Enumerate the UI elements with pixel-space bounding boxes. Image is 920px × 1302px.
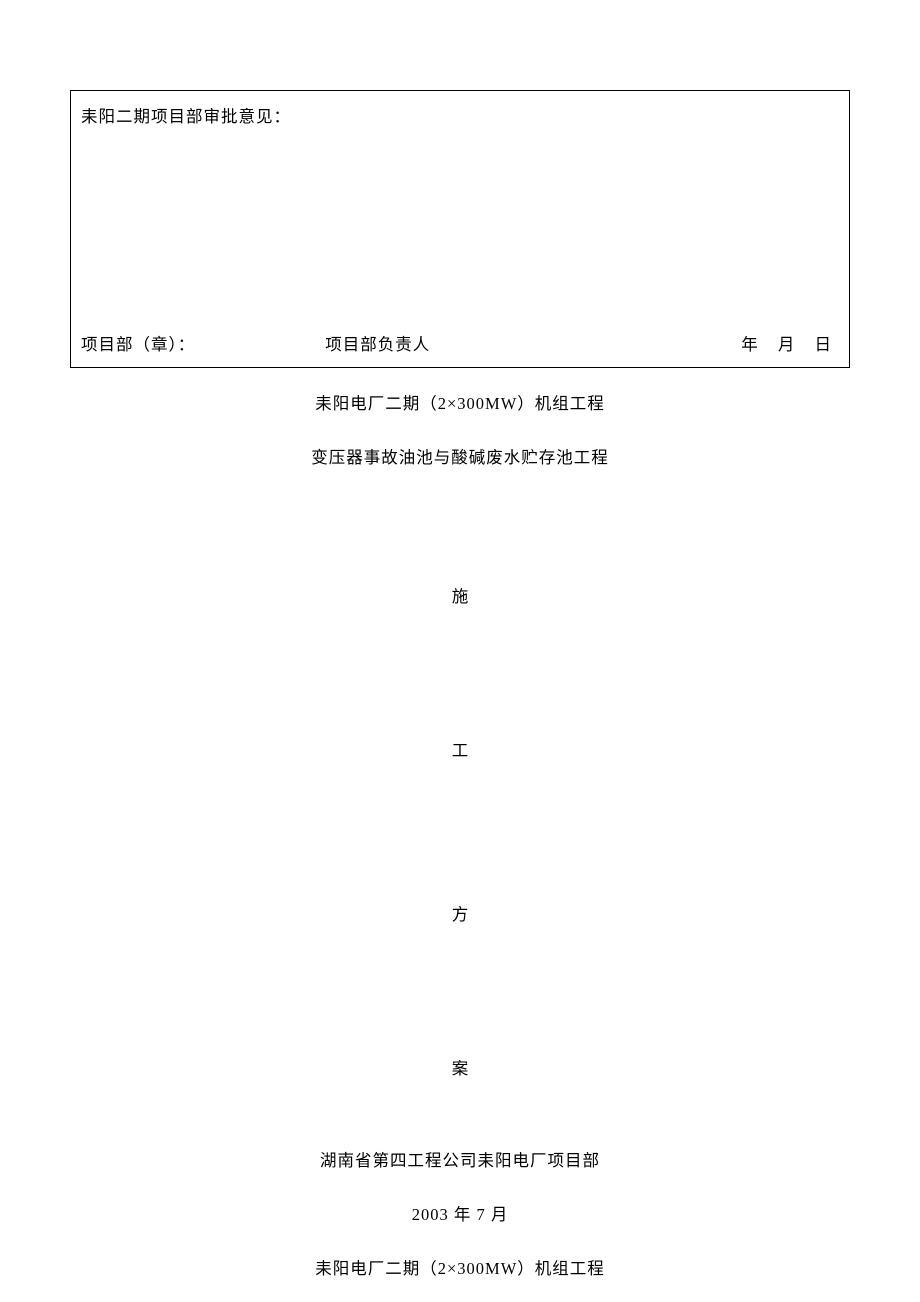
day-label: 日	[815, 335, 832, 354]
year-label: 年	[741, 335, 758, 354]
approval-footer: 项目部（章）： 项目部负责人 年 月 日	[81, 331, 839, 355]
approval-date-labels: 年 月 日	[733, 331, 839, 355]
approval-dept-label: 项目部（章）：	[81, 331, 195, 355]
project-title-line2: 变压器事故油池与酸碱废水贮存池工程	[70, 444, 850, 468]
document-date: 2003 年 7 月	[70, 1201, 850, 1225]
approval-person-label: 项目部负责人	[325, 331, 430, 355]
bottom-project-line: 耒阳电厂二期（2×300MW）机组工程	[70, 1255, 850, 1279]
vertical-char-2: 工	[70, 737, 850, 761]
approval-title: 耒阳二期项目部审批意见：	[81, 103, 839, 127]
month-label: 月	[778, 335, 795, 354]
vertical-char-3: 方	[70, 901, 850, 925]
organization-line: 湖南省第四工程公司耒阳电厂项目部	[70, 1147, 850, 1171]
approval-box: 耒阳二期项目部审批意见： 项目部（章）： 项目部负责人 年 月 日	[70, 90, 850, 368]
project-title-line1: 耒阳电厂二期（2×300MW）机组工程	[70, 390, 850, 414]
vertical-char-1: 施	[70, 583, 850, 607]
vertical-char-4: 案	[70, 1055, 850, 1079]
